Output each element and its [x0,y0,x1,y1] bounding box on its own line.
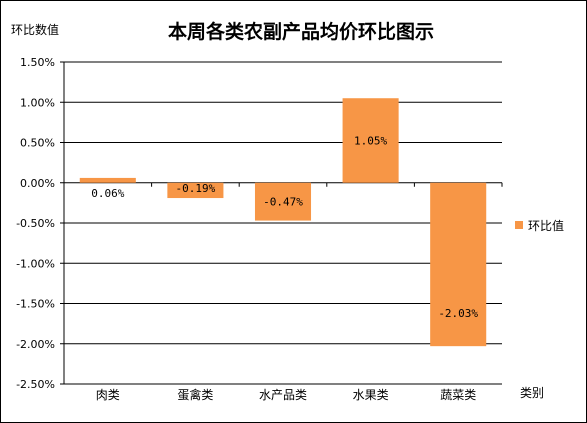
y-tick-label: -2.00% [16,338,55,351]
legend-label: 环比值 [528,218,564,233]
y-tick-label: -0.50% [16,217,55,230]
data-label: 1.05% [354,134,387,147]
x-axis-title: 类别 [520,386,544,400]
y-tick-label: 0.00% [20,177,55,190]
chart-title: 本周各类农副产品均价环比图示 [168,20,434,43]
x-tick-label: 水果类 [353,388,389,402]
x-tick-label: 蔬菜类 [440,388,476,402]
legend: 环比值 [515,218,564,233]
y-tick-label: -1.00% [16,257,55,270]
y-tick-label: -2.50% [16,378,55,391]
data-label: 0.06% [91,187,124,200]
x-tick-label: 蛋禽类 [177,387,213,402]
bar [79,177,136,183]
y-axis-title: 环比数值 [11,22,59,37]
data-label: -0.19% [176,182,216,195]
bar [430,182,487,347]
bar [167,182,224,199]
y-tick-label: 1.00% [20,96,55,109]
data-label: -2.03% [438,307,478,320]
y-tick-label: 1.50% [20,56,55,69]
bar [342,98,399,183]
data-label: -0.47% [263,196,303,209]
plot-area: 1.50% 1.00% 0.50% 0.00% -0.50% -1.00% -1.50% -2… [16,56,503,402]
x-tick-label: 水产品类 [259,388,307,402]
y-tick-label: 0.50% [20,137,55,150]
legend-swatch [515,221,523,229]
bar [254,182,312,221]
y-tick-label: -1.50% [16,298,55,311]
x-tick-label: 肉类 [96,388,120,402]
